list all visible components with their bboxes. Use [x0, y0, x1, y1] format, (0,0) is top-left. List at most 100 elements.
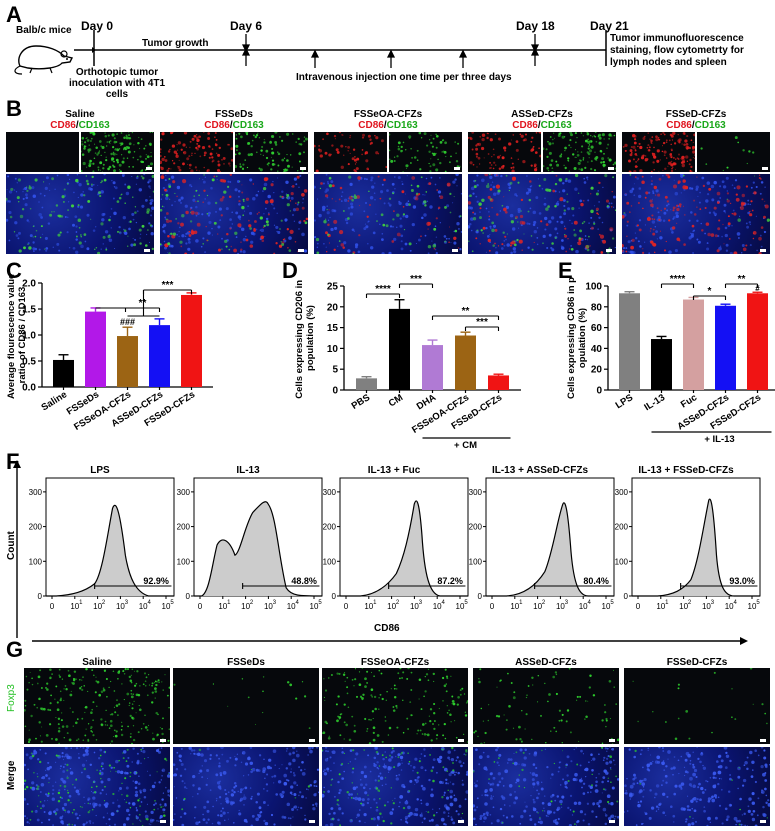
y-tick-label: 80 — [591, 302, 603, 313]
foxp3-signal — [632, 667, 768, 741]
y-tick-label: 300 — [469, 488, 483, 497]
cd86-signal — [313, 130, 388, 173]
bar — [619, 293, 640, 390]
merge-signal — [623, 745, 772, 828]
panel-label-d: D — [282, 258, 298, 283]
y-axis-title-line: population (%) — [305, 305, 316, 371]
panel-b-marker-label: CD86/CD163 — [468, 120, 616, 131]
x-tick-label: 10 — [702, 602, 711, 611]
significance-label: ** — [462, 306, 470, 317]
foxp3-signal — [173, 676, 311, 729]
foxp3-image — [173, 668, 319, 744]
histogram-curve-group — [340, 501, 468, 596]
x-tick-label: 10 — [364, 602, 373, 611]
x-tick-exponent: 4 — [734, 600, 738, 606]
marker-separator: / — [691, 120, 695, 131]
y-tick-label: 1.5 — [22, 305, 36, 316]
merge-image — [312, 172, 463, 256]
x-tick-label: 10 — [93, 602, 102, 611]
x-tick-label: 10 — [433, 602, 442, 611]
bar — [149, 325, 170, 387]
y-tick-label: 100 — [177, 557, 191, 566]
x-tick-exponent: 1 — [79, 600, 83, 606]
scale-bar — [300, 167, 306, 170]
x-tick-exponent: 5 — [318, 600, 322, 606]
y-tick-label: 15 — [327, 323, 339, 334]
histogram-curve — [486, 503, 614, 596]
x-tick-exponent: 4 — [442, 600, 446, 606]
foxp3-image — [624, 667, 770, 744]
x-tick-label: 0 — [636, 602, 641, 611]
merge-image — [23, 745, 171, 827]
x-tick-label: 10 — [310, 602, 319, 611]
y-tick-label: 0 — [332, 386, 338, 397]
histogram-curve-group — [486, 503, 614, 596]
cd86-channel-image — [622, 131, 696, 174]
cd163-label: CD163 — [78, 120, 110, 131]
flow-xlabel: CD86 — [374, 623, 400, 634]
y-axis-title: Cells expressing CD206 in population (%) — [294, 277, 316, 398]
x-tick-exponent: 1 — [373, 600, 377, 606]
scale-bar — [452, 249, 458, 252]
y-tick-label: 0 — [186, 592, 191, 601]
x-tick-label: 10 — [456, 602, 465, 611]
y-tick-label: 10 — [327, 344, 339, 355]
y-tick-label: 2.0 — [22, 279, 36, 290]
significance-label: **** — [670, 274, 686, 285]
cd163-channel-image — [388, 131, 462, 173]
y-tick-label: 100 — [585, 282, 602, 293]
y-tick-label: 0 — [332, 592, 337, 601]
panel-b-group-title: Saline — [65, 109, 95, 120]
scale-bar — [309, 739, 315, 742]
x-tick-exponent: 1 — [665, 600, 669, 606]
group-label: + CM — [454, 440, 477, 450]
y-tick-label: 60 — [591, 323, 603, 334]
y-tick-label: 200 — [469, 523, 483, 532]
gate-percent: 80.4% — [583, 576, 609, 586]
cd86-axis-arrow — [32, 637, 748, 645]
significance-label: ** — [738, 274, 746, 285]
panel-b-marker-label: CD86/CD163 — [6, 120, 154, 131]
x-tick-exponent: 3 — [273, 600, 277, 606]
y-tick-label: 25 — [327, 282, 339, 293]
foxp3-signal — [473, 667, 620, 746]
histogram-curve-group — [632, 499, 760, 596]
y-tick-label: 0 — [596, 386, 602, 397]
x-tick-exponent: 4 — [588, 600, 592, 606]
marker-separator: / — [537, 120, 541, 131]
panel-label-e: E — [558, 258, 573, 283]
merge-signal — [620, 172, 771, 256]
x-tick-label: CM — [387, 392, 405, 409]
cd163-label: CD163 — [694, 120, 726, 131]
y-tick-label: 100 — [615, 557, 629, 566]
row-label-merge: Merge — [6, 760, 17, 790]
merge-image — [623, 745, 772, 828]
cd163-label: CD163 — [232, 120, 264, 131]
y-tick-label: 0 — [38, 592, 43, 601]
bar — [181, 294, 202, 387]
scale-bar — [609, 739, 615, 742]
panel-label-b: B — [6, 96, 22, 121]
x-tick-label: 0 — [50, 602, 55, 611]
endpoint-label: Tumor immunofluorescence staining, flow … — [610, 33, 744, 68]
bar — [747, 293, 768, 390]
x-tick-label: 10 — [533, 602, 542, 611]
count-axis-arrow — [13, 460, 21, 638]
cd86-signal — [6, 132, 79, 172]
inoculation-text: Orthotopic tumor inoculation with 4T1 ce… — [68, 67, 166, 100]
cd163-signal — [388, 131, 461, 173]
scale-bar — [608, 167, 614, 170]
merge-image — [159, 173, 309, 256]
histogram-title: IL-13 + ASSeD-CFZs — [491, 465, 589, 476]
histogram-curve — [194, 502, 322, 596]
chart-d: 0 5 10 15 20 25 Cells expressing CD206 in popu… — [294, 274, 521, 450]
y-axis-title-line: Cells expressing CD206 in — [294, 277, 305, 398]
marker-separator: / — [75, 120, 79, 131]
bar — [53, 359, 74, 387]
day21-label: Day 21 — [590, 19, 629, 33]
merge-image — [172, 745, 320, 828]
x-tick-label: IL-13 — [642, 392, 667, 413]
